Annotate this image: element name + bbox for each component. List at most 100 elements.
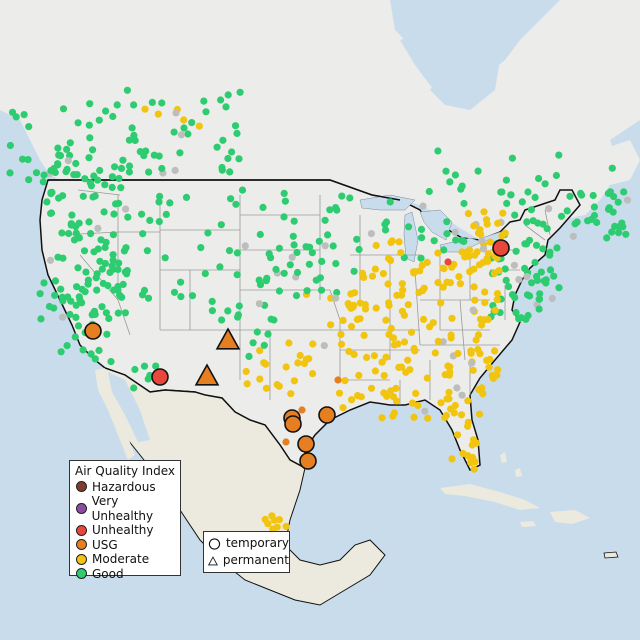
legend-item-unhealthy: Unhealthy <box>70 523 180 538</box>
station-dot <box>59 105 68 113</box>
station-dot <box>389 412 397 420</box>
station-markers <box>6 86 632 533</box>
baja-peninsula <box>95 368 135 460</box>
station-dot <box>288 253 296 261</box>
station-dot <box>385 301 393 310</box>
station-dot <box>110 210 118 218</box>
station-dot <box>260 359 268 367</box>
station-dot <box>6 141 14 150</box>
legend-item-hazardous: Hazardous <box>70 480 180 495</box>
station-dot <box>272 265 280 273</box>
station-dot <box>408 399 416 407</box>
station-dot <box>398 280 406 288</box>
bahamas <box>500 452 522 477</box>
station-dot <box>450 260 458 268</box>
legend-label: Unhealthy <box>92 523 154 537</box>
station-dot <box>25 123 33 131</box>
station-dot <box>419 202 427 210</box>
station-dot <box>158 164 166 173</box>
marker-shape-legend: temporary permanent <box>203 531 290 573</box>
station-dot <box>405 223 413 231</box>
station-dot <box>290 241 298 249</box>
station-dot <box>355 245 363 254</box>
station-dot <box>508 291 517 299</box>
station-dot <box>557 212 566 220</box>
station-dot <box>512 309 520 317</box>
station-dot <box>332 260 340 268</box>
station-dot <box>384 280 392 288</box>
station-dot <box>528 279 536 287</box>
station-dot <box>350 267 358 275</box>
station-dot <box>390 341 398 349</box>
station-dot <box>367 230 375 238</box>
station-dot <box>249 339 257 347</box>
station-dot <box>447 334 455 342</box>
station-dot <box>281 197 289 205</box>
temporary-station-marker <box>284 415 302 433</box>
station-dot <box>468 359 476 367</box>
station-dot <box>491 306 499 314</box>
station-dot <box>367 384 376 392</box>
station-dot <box>451 401 459 410</box>
station-dot <box>465 252 473 261</box>
station-dot <box>47 188 55 197</box>
station-dot <box>608 164 616 172</box>
station-dot <box>610 193 618 201</box>
station-dot <box>498 188 506 196</box>
station-dot <box>370 352 378 360</box>
station-dot <box>204 229 212 237</box>
station-dot <box>474 345 482 354</box>
station-dot <box>464 422 472 430</box>
station-dot <box>46 256 55 264</box>
station-dot <box>434 337 442 345</box>
station-dot <box>90 248 98 256</box>
station-dot <box>228 148 236 156</box>
temporary-station-marker <box>299 452 317 470</box>
station-dot <box>47 209 55 217</box>
legend-item-moderate: Moderate <box>70 552 180 567</box>
station-dot <box>208 297 216 305</box>
station-dot <box>480 208 488 216</box>
station-dot <box>470 222 478 230</box>
station-dot <box>395 238 403 246</box>
station-dot <box>130 101 138 109</box>
station-dot <box>346 194 354 202</box>
station-dot <box>245 352 253 360</box>
station-dot <box>148 98 156 106</box>
station-dot <box>430 237 438 245</box>
station-dot <box>552 171 561 180</box>
station-dot <box>243 380 251 388</box>
station-dot <box>72 313 80 321</box>
station-dot <box>40 279 48 287</box>
station-dot <box>114 309 122 317</box>
station-dot <box>589 191 597 200</box>
station-dot <box>399 286 407 294</box>
station-dot <box>162 210 170 218</box>
station-dot <box>195 122 203 130</box>
station-dot <box>309 340 317 348</box>
station-dot <box>317 286 326 294</box>
station-dot <box>280 189 288 197</box>
station-dot <box>224 154 232 163</box>
station-dot <box>232 200 240 208</box>
station-dot <box>443 230 451 238</box>
station-dot <box>241 242 249 250</box>
station-dot <box>96 257 104 265</box>
station-dot <box>441 371 449 379</box>
station-dot <box>605 204 613 212</box>
station-dot <box>256 347 264 355</box>
station-dot <box>152 362 160 370</box>
station-dot <box>507 191 515 199</box>
station-dot <box>452 236 460 244</box>
station-dot <box>457 411 466 419</box>
station-dot <box>39 178 47 186</box>
station-dot <box>493 290 502 298</box>
station-dot <box>109 265 117 273</box>
station-dot <box>527 206 536 214</box>
station-dot <box>339 404 347 412</box>
station-dot <box>98 265 106 273</box>
station-dot <box>536 290 544 298</box>
station-dot <box>231 122 240 130</box>
station-dot <box>393 291 401 299</box>
station-dot <box>84 280 92 288</box>
